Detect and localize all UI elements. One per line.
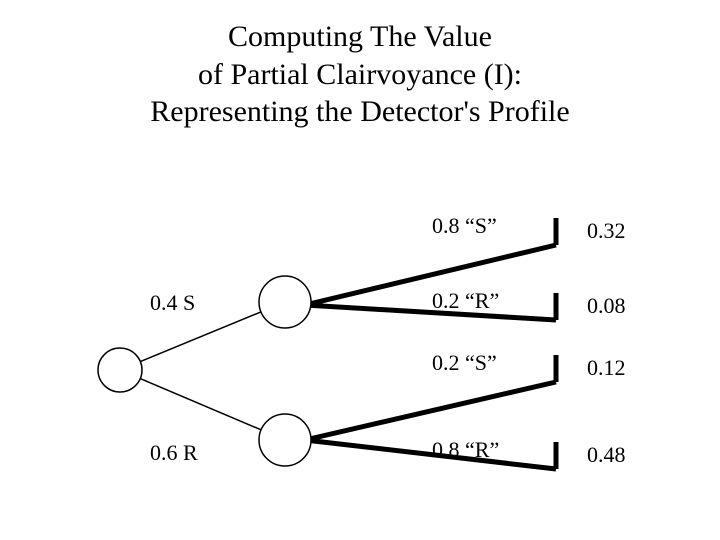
leaf-prob-label: 0.2 “R” (432, 288, 499, 314)
leaf-prob-label: 0.8 “R” (432, 437, 499, 463)
branch-prob-label: 0.6 R (150, 440, 198, 466)
leaf-prob-label: 0.8 “S” (432, 213, 497, 239)
branch-prob-label: 0.4 S (150, 290, 195, 316)
leaf-result-label: 0.12 (587, 355, 626, 381)
leaf-prob-label: 0.2 “S” (432, 350, 497, 376)
leaf-result-label: 0.48 (587, 442, 626, 468)
leaf-result-label: 0.08 (587, 293, 626, 319)
leaf-result-label: 0.32 (587, 218, 626, 244)
